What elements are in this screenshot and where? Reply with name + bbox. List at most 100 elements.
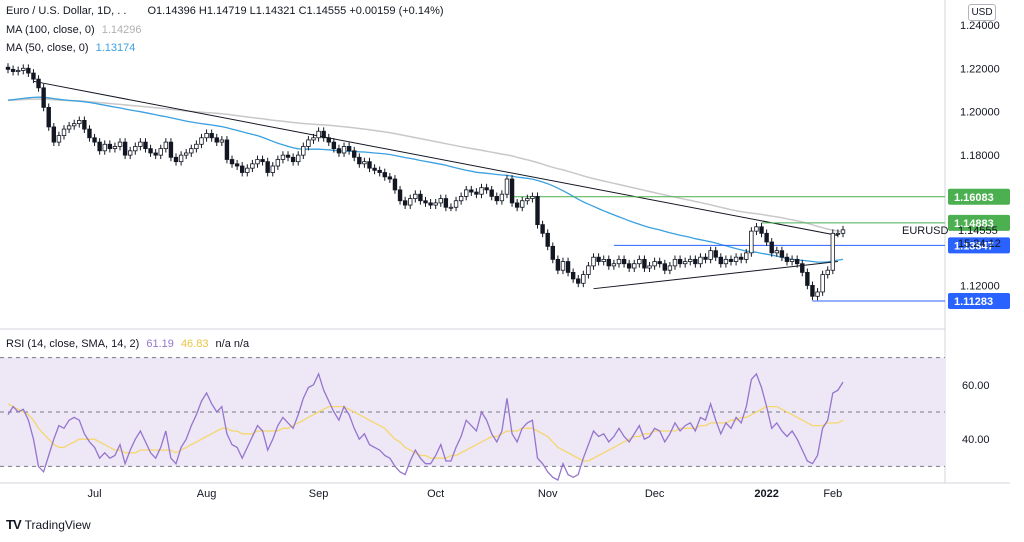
candle-body — [194, 143, 199, 150]
currency-button[interactable]: USD — [968, 4, 996, 21]
price-tag-114883: 1.14883 — [954, 218, 994, 230]
candle-body — [474, 191, 479, 195]
candle-body — [387, 176, 393, 180]
candle-body — [499, 193, 505, 202]
candle-body — [800, 263, 805, 273]
candle-body — [209, 133, 214, 139]
tradingview-logo[interactable]: TV TradingView — [6, 517, 91, 532]
price-tick-label: 1.20000 — [960, 107, 1000, 119]
candle-body — [626, 263, 632, 269]
ohlc-readout: O1.14396 H1.14719 L1.14321 C1.14555 +0.0… — [147, 5, 444, 17]
legend-ma100-row[interactable]: MA (100, close, 0) 1.14296 — [6, 24, 145, 36]
candle-body — [240, 165, 245, 173]
time-tick-label: Oct — [427, 488, 444, 500]
candle-body — [433, 202, 438, 206]
price-tick-label: 1.12000 — [960, 280, 1000, 292]
candle-body — [738, 256, 744, 260]
candle-body — [51, 126, 57, 143]
rsi-line — [7, 372, 844, 481]
candle-body — [224, 139, 230, 160]
candle-body — [301, 146, 306, 156]
candle-body — [550, 245, 555, 260]
candle-body — [453, 200, 459, 208]
candle-body — [815, 291, 820, 297]
price-tag-113847: 1.13847 — [954, 240, 994, 252]
price-tick-label: 1.24000 — [960, 20, 1000, 32]
candle-body — [535, 195, 540, 226]
candle-body — [158, 148, 163, 156]
candle-body — [693, 258, 698, 265]
candle-body — [733, 256, 739, 262]
candle-body — [357, 156, 362, 165]
candle-body — [285, 154, 291, 158]
candle-body — [560, 261, 566, 271]
candle-body — [458, 195, 464, 202]
candle-body — [341, 146, 347, 154]
candle-body — [36, 78, 41, 89]
candle-body — [632, 263, 637, 269]
candle-body — [504, 178, 510, 195]
candle-body — [92, 137, 97, 143]
price-tag-111283-bg — [948, 292, 1010, 309]
candle-body — [642, 258, 647, 269]
candle-body — [204, 133, 209, 139]
candle-body — [438, 198, 443, 204]
rsi-tick-label: 60.00 — [962, 380, 990, 392]
time-tick-label: Aug — [197, 488, 217, 500]
rsi-value: 61.19 — [146, 338, 174, 350]
candle-body — [545, 232, 550, 247]
time-tick-label: Nov — [538, 488, 558, 500]
candle-body — [469, 189, 474, 193]
candle-body — [540, 224, 545, 234]
candle-body — [723, 258, 729, 265]
candle-body — [408, 198, 413, 206]
candle-body — [703, 256, 708, 260]
candle-body — [448, 206, 454, 209]
legend-rsi-row[interactable]: RSI (14, close, SMA, 14, 2) 61.19 46.83 … — [6, 338, 253, 350]
price-tag-113847-bg — [948, 237, 1010, 254]
candle-body — [184, 152, 189, 156]
time-tick-label: Dec — [645, 488, 665, 500]
trendline-down — [33, 80, 839, 236]
price-tag-116083-bg — [948, 188, 1010, 205]
candle-body — [611, 263, 617, 267]
candle-body — [830, 232, 836, 271]
candle-body — [397, 189, 403, 202]
candle-body — [402, 200, 408, 206]
candle-body — [321, 130, 326, 139]
candle-body — [10, 68, 16, 72]
candle-body — [178, 154, 184, 163]
candle-body — [586, 265, 591, 275]
candle-body — [97, 141, 102, 152]
candle-body — [377, 169, 382, 173]
candle-body — [464, 189, 469, 197]
candle-body — [413, 193, 418, 199]
ma100-value: 1.14296 — [101, 24, 142, 36]
candle-body — [336, 148, 342, 154]
candle-body — [616, 258, 622, 265]
candle-body — [718, 256, 724, 265]
candle-body — [346, 146, 352, 152]
candle-body — [749, 230, 754, 254]
candle-body — [392, 178, 398, 191]
candle-body — [570, 271, 576, 280]
legend-ma50-row[interactable]: MA (50, close, 0) 1.13174 — [6, 42, 139, 54]
candle-body — [245, 167, 250, 173]
candle-body — [840, 229, 846, 234]
symbol-tag: EURUSD — [902, 225, 949, 237]
candle-body — [713, 250, 718, 258]
candle-body — [494, 195, 499, 202]
candle-body — [779, 250, 785, 258]
candle-body — [662, 263, 667, 271]
candle-body — [265, 161, 270, 173]
candle-body — [77, 120, 82, 125]
candle-body — [133, 146, 138, 152]
candle-body — [372, 167, 377, 171]
candle-body — [260, 159, 265, 163]
candle-body — [479, 187, 484, 195]
candle-body — [26, 67, 31, 74]
candle-body — [5, 66, 11, 70]
price-tag-114883-bg — [948, 214, 1010, 231]
candle-body — [820, 274, 825, 293]
candle-body — [789, 258, 795, 262]
